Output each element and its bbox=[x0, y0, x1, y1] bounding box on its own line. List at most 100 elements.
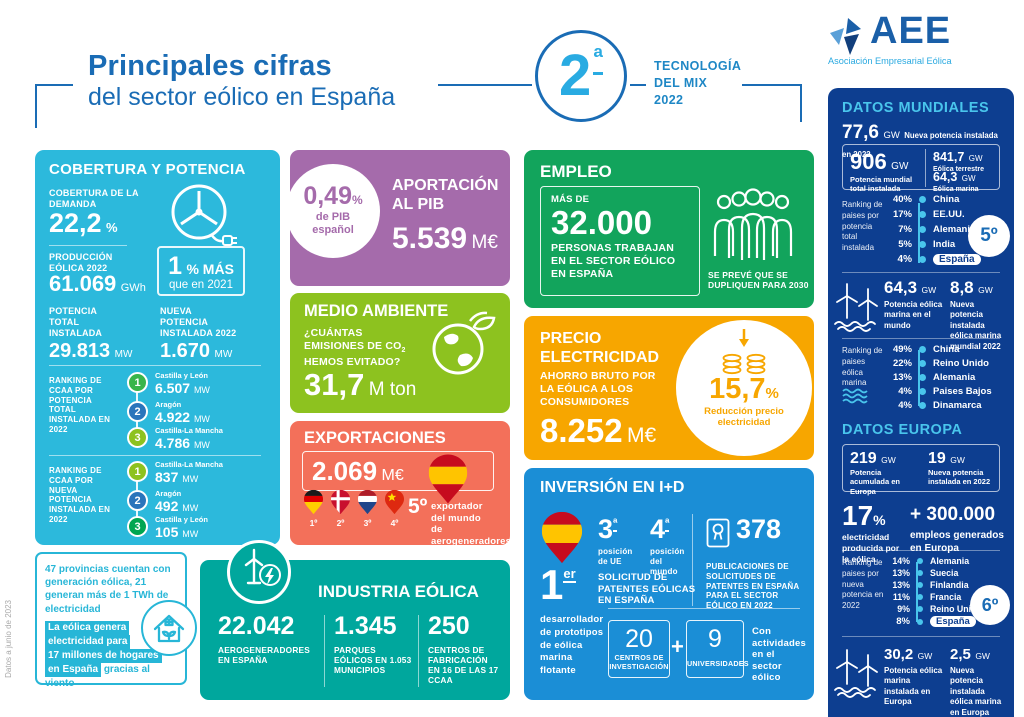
rank-info: Aragón 4.922 MW bbox=[155, 400, 210, 425]
cobertura-card: COBERTURA Y POTENCIA COBERTURA DE LA DEM… bbox=[35, 150, 280, 545]
aee-turbine-icon bbox=[830, 18, 861, 55]
rank-unit: MW bbox=[193, 414, 210, 425]
rank-badge: 1 bbox=[127, 461, 148, 482]
industria-badge bbox=[227, 540, 291, 604]
rank-value: 837 bbox=[155, 469, 179, 486]
denmark-flag-pin-icon bbox=[330, 489, 351, 515]
waves-icon bbox=[842, 388, 868, 404]
divider bbox=[608, 608, 800, 609]
divider bbox=[49, 245, 127, 246]
demanda-number: 22,2 bbox=[49, 208, 102, 238]
ranking-row: 8% España bbox=[878, 616, 976, 627]
rank-dot bbox=[919, 241, 926, 248]
rank-name: Castilla y León bbox=[155, 371, 208, 380]
mundo-nueva-caption: Nueva potencia instalada en 2022 bbox=[842, 131, 998, 159]
mix-caption-line2: DEL MIX bbox=[654, 75, 708, 90]
highlight-line: en España bbox=[45, 662, 102, 677]
precio-value: 8.252 M€ bbox=[540, 412, 656, 450]
stat-number: 1.345 bbox=[334, 612, 397, 640]
rank-pct: 49% bbox=[892, 344, 912, 355]
mundo-nueva-number: 77,6 bbox=[842, 122, 879, 143]
ue-ordinal: ª bbox=[613, 516, 618, 532]
europa-marina-unit: GW bbox=[917, 651, 933, 661]
export-number: 2.069 bbox=[312, 456, 378, 486]
rank-unit: MW bbox=[193, 440, 210, 451]
rank-dot bbox=[919, 211, 926, 218]
europa-acum-number: 219 bbox=[850, 450, 877, 467]
rank-pct: 13% bbox=[892, 580, 910, 590]
rank-name: Castilla-La Mancha bbox=[155, 460, 223, 469]
ranking-row: 11% Francia bbox=[878, 592, 961, 602]
medio-question-line1: ¿CUÁNTAS bbox=[304, 327, 363, 339]
highlight-line: 17 millones de hogares bbox=[45, 648, 162, 663]
empleo-title: EMPLEO bbox=[540, 162, 612, 181]
demanda-unit: % bbox=[106, 220, 118, 235]
flag-rank-item: 1º bbox=[303, 489, 324, 528]
mas-que-2021-box: 1 % MÁS que en 2021 bbox=[157, 246, 245, 296]
nueva-potencia-unit: MW bbox=[214, 349, 233, 360]
germany-flag-pin-icon bbox=[303, 489, 324, 515]
rank-badge: 2 bbox=[127, 490, 148, 511]
precio-circle-cap1: Reducción precio bbox=[704, 406, 784, 417]
potencia-total-label: POTENCIA TOTAL INSTALADA bbox=[49, 306, 103, 338]
pib-value: 5.539 M€ bbox=[392, 222, 498, 256]
rank-country: Reino Unido bbox=[930, 604, 982, 614]
rank-pct: 13% bbox=[892, 372, 912, 383]
rank-info: Castilla y León 105 MW bbox=[155, 515, 208, 541]
precio-number: 8.252 bbox=[540, 412, 623, 449]
precio-caption: AHORRO BRUTO POR LA EÓLICA A LOS CONSUMI… bbox=[540, 370, 656, 408]
precio-circle-number: 15,7 bbox=[709, 373, 766, 405]
rank-badge: 3 bbox=[127, 427, 148, 448]
medio-question: ¿CUÁNTAS EMISIONES DE CO2 HEMOS EVITADO? bbox=[304, 327, 406, 369]
mundo-nueva-unit: GW bbox=[883, 130, 900, 141]
pub-value: 378 bbox=[736, 514, 782, 544]
empleo-number: 32.000 bbox=[551, 203, 652, 241]
rank-pct: 5% bbox=[898, 239, 912, 250]
terrestre-number: 841,7 bbox=[933, 150, 965, 164]
page-title-line1: Principales cifras bbox=[88, 50, 332, 82]
marina-caption: Eólica marina bbox=[933, 186, 979, 193]
highlight-tail: gracias al viento bbox=[45, 663, 150, 689]
rank-country: Finlandia bbox=[930, 580, 969, 590]
empleo-caption: PERSONAS TRABAJAN EN EL SECTOR EÓLICO EN… bbox=[551, 242, 676, 280]
rank-pct: 8% bbox=[896, 616, 910, 627]
rank-country: Paises Bajos bbox=[933, 386, 992, 397]
europa-nueva: 19 GW Nueva potencia instalada en 2022 bbox=[928, 450, 996, 487]
china-flag-pin-icon bbox=[384, 489, 405, 515]
world-data-panel: DATOS MUNDIALES 77,6 GW Nueva potencia i… bbox=[828, 88, 1014, 717]
export-title: EXPORTACIONES bbox=[304, 429, 446, 447]
export-flags-row: 1º 2º 3º 4º bbox=[303, 489, 405, 528]
ranking-row: 7% Alemania bbox=[880, 224, 975, 235]
arrow-down-icon bbox=[739, 329, 749, 347]
highlight-line: La eólica genera bbox=[45, 620, 130, 635]
rank-value: 105 bbox=[155, 524, 179, 541]
pub-caption: PUBLICACIONES DE SOLICITUDES DE PATENTES… bbox=[706, 562, 800, 610]
turbine-crane-icon bbox=[244, 548, 281, 586]
mundo-marina: 64,3 GW Eólica marina bbox=[933, 168, 979, 193]
provincias-text: 47 provincias cuentan con generación eól… bbox=[45, 564, 171, 615]
rank-dot bbox=[919, 196, 926, 203]
ranking-connector bbox=[916, 562, 918, 622]
europa-acum-caption: Potencia acumulada en Europa bbox=[850, 468, 901, 496]
rank-badge: 1 bbox=[127, 372, 148, 393]
ranking-row: 14% Alemania bbox=[878, 556, 969, 566]
rank-country: India bbox=[933, 239, 956, 250]
ranking-row: 13% Suecia bbox=[878, 568, 958, 578]
rank-dot bbox=[917, 558, 923, 564]
industria-stat: 250 CENTROS DE FABRICACIÓN EN 16 DE LAS … bbox=[428, 612, 500, 685]
centros-number: 20 bbox=[625, 625, 653, 653]
patent-certificate-icon bbox=[706, 518, 730, 548]
stat-number: 22.042 bbox=[218, 612, 295, 640]
exportaciones-card: EXPORTACIONES 2.069 M€ 1º bbox=[290, 421, 511, 547]
precio-circle-value: 15,7% bbox=[676, 375, 812, 404]
flag-rank: 4º bbox=[390, 518, 399, 528]
aee-logo: AEE Asociación Empresarial Eólica bbox=[826, 10, 1016, 70]
aee-logo-subtitle: Asociación Empresarial Eólica bbox=[828, 56, 952, 66]
produccion-value: 61.069 GWh bbox=[49, 271, 146, 297]
terrestre-caption: Eólica terrestre bbox=[933, 166, 984, 173]
netherlands-flag-pin-icon bbox=[357, 489, 378, 515]
rank-unit: MW bbox=[182, 474, 199, 485]
inversion-card: INVERSIÓN EN I+D 3ª posición de UE 4ª po… bbox=[524, 468, 814, 700]
provincias-highlight: La eólica genera electricidad para 17 mi… bbox=[45, 620, 177, 691]
